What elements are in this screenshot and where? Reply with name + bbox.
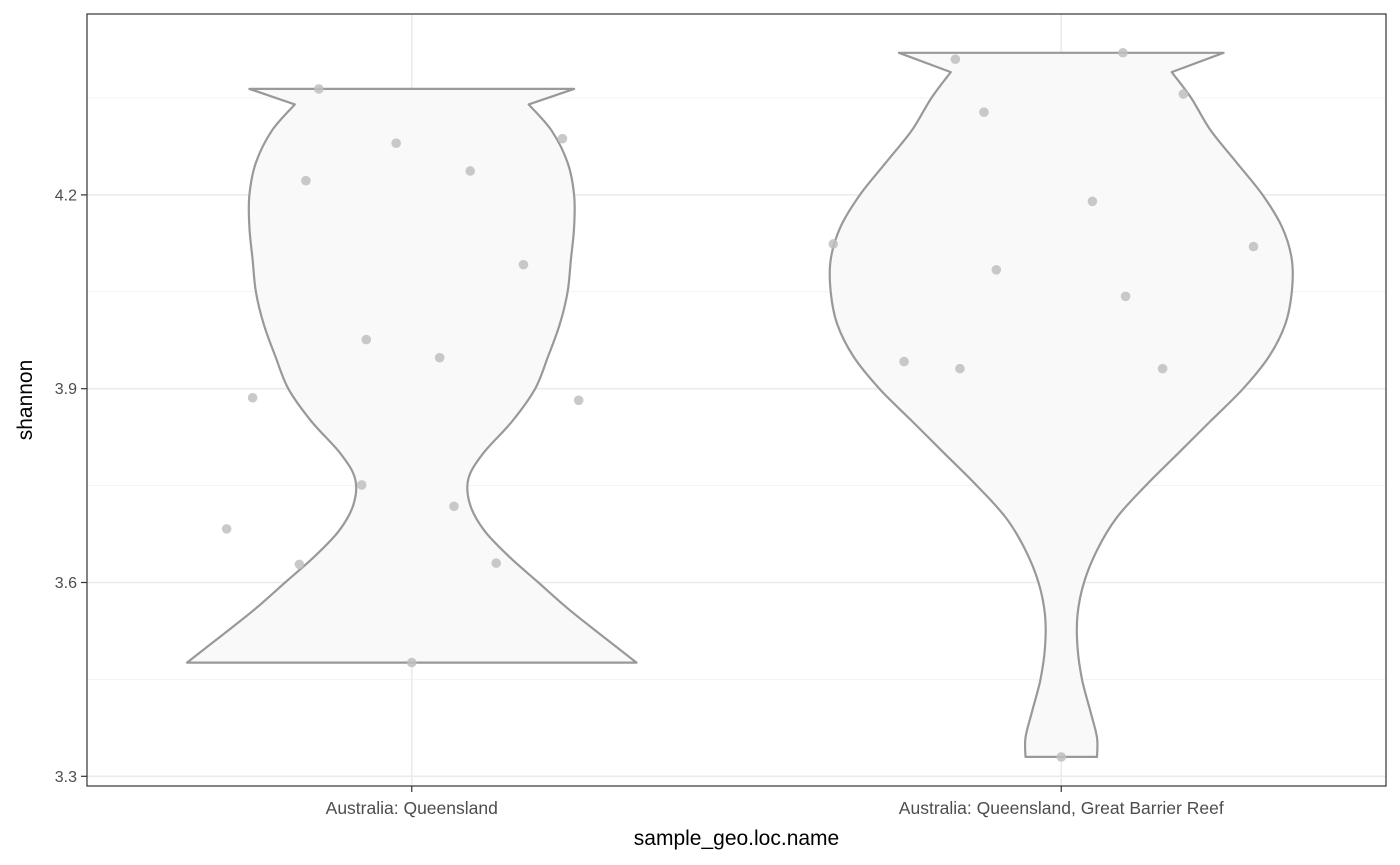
data-point [828,239,839,249]
y-tick-label: 3.3 [55,769,77,786]
data-point [294,559,305,570]
data-point [314,84,324,94]
data-point [356,480,367,490]
data-point [1056,752,1067,762]
data-point [1178,89,1189,99]
data-point [1120,291,1131,302]
x-tick-label: Australia: Queensland, Great Barrier Ree… [899,798,1224,818]
data-point [950,54,961,65]
data-point [221,524,232,534]
x-axis-title: sample_geo.loc.name [634,827,839,850]
data-points [221,47,1259,762]
data-point [247,392,258,403]
data-point [465,166,476,176]
data-point [557,133,568,144]
panel-border [86,13,1387,787]
data-point [955,363,965,374]
data-point [434,352,445,363]
x-tick-label: Australia: Queensland [326,798,498,818]
y-axis-title: shannon [14,360,37,441]
data-point [979,107,989,117]
violin-shape [185,87,638,664]
y-tick-label: 4.2 [55,187,77,204]
data-point [1157,363,1168,374]
data-point [391,138,401,149]
data-point [518,259,529,270]
violin-shape [828,51,1294,758]
violins [185,51,1294,758]
data-point [1118,47,1128,58]
y-tick-label: 3.9 [55,381,77,398]
data-point [573,395,584,406]
data-point [491,558,501,568]
data-point [301,175,311,186]
data-point [1087,196,1098,207]
data-point [361,334,372,345]
axes: 3.3 3.6 3.9 4.2 Australia: Queensland Austral… [55,187,1224,818]
data-point [991,265,1002,275]
y-tick-label: 3.6 [55,575,77,592]
data-point [406,657,417,668]
data-point [899,356,909,367]
data-point [1248,241,1259,252]
data-point [449,501,459,512]
